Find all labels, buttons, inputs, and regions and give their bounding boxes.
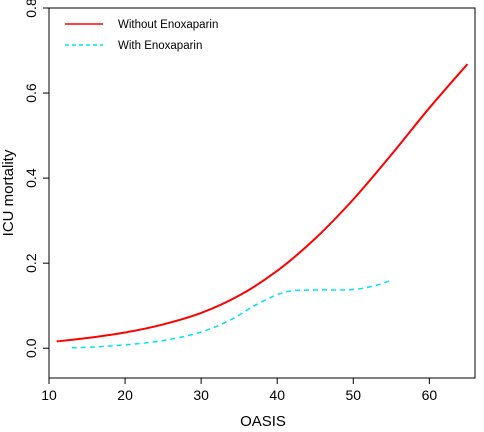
legend-label-with-enoxaparin: With Enoxaparin (118, 40, 202, 52)
series-line-without-enoxaparin (56, 63, 469, 343)
x-tick-label: 10 (41, 387, 57, 403)
y-axis: 0.0 0.2 0.4 0.6 0.8 (23, 0, 49, 358)
legend-label-without-enoxaparin: Without Enoxaparin (118, 19, 218, 31)
x-axis-label: OASIS (240, 413, 286, 430)
x-tick-label: 20 (117, 387, 133, 403)
x-tick-label: 40 (269, 387, 285, 403)
y-tick-label: 0.4 (23, 168, 39, 188)
x-axis: 10 20 30 40 50 60 (41, 378, 437, 403)
y-axis-label: ICU mortality (0, 149, 17, 236)
x-tick-label: 60 (422, 387, 438, 403)
series-layer (56, 63, 469, 349)
x-tick-label: 30 (193, 387, 209, 403)
plot-frame (48, 7, 476, 379)
y-tick-label: 0.2 (23, 253, 39, 273)
x-tick-label: 50 (345, 387, 361, 403)
y-tick-label: 0.8 (23, 0, 39, 18)
legend: Without Enoxaparin With Enoxaparin (65, 19, 218, 52)
y-tick-label: 0.0 (23, 338, 39, 358)
series-line-with-enoxaparin (71, 279, 392, 349)
y-tick-label: 0.6 (23, 83, 39, 103)
